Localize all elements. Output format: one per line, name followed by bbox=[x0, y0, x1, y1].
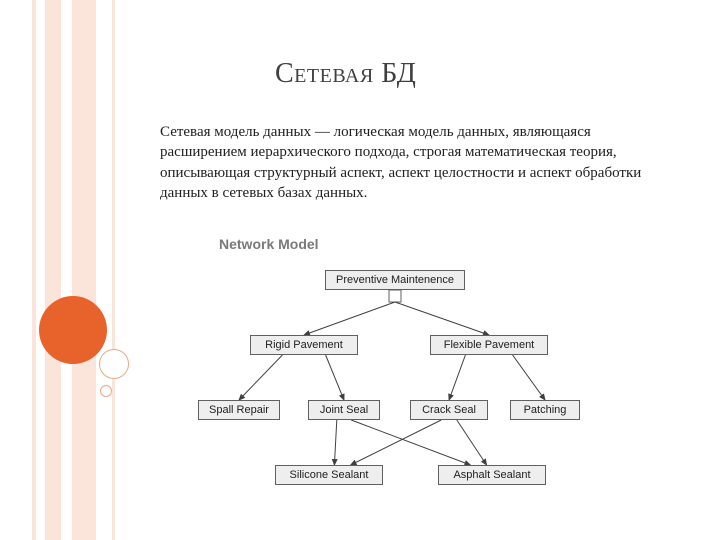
page-title: Сетевая БД bbox=[275, 58, 416, 90]
node-js: Joint Seal bbox=[308, 400, 380, 420]
diagram-title: Network Model bbox=[219, 236, 319, 252]
node-pm: Preventive Maintenence bbox=[325, 270, 465, 290]
node-ss: Silicone Sealant bbox=[275, 465, 383, 485]
node-fp: Flexible Pavement bbox=[430, 335, 548, 355]
deco-circle bbox=[39, 296, 107, 364]
bg-stripe bbox=[32, 0, 36, 540]
bg-stripe bbox=[72, 0, 96, 540]
deco-circle bbox=[100, 385, 112, 397]
node-cs: Crack Seal bbox=[410, 400, 488, 420]
bg-stripe bbox=[112, 0, 115, 540]
network-diagram: Preventive Maintenence Rigid Pavement Flex… bbox=[180, 260, 610, 520]
node-sr: Spall Repair bbox=[198, 400, 280, 420]
bg-stripe bbox=[45, 0, 61, 540]
node-pt: Patching bbox=[510, 400, 580, 420]
description-text: Сетевая модель данных — логическая модел… bbox=[160, 122, 660, 203]
node-as: Asphalt Sealant bbox=[438, 465, 546, 485]
node-rp: Rigid Pavement bbox=[250, 335, 358, 355]
deco-circle bbox=[99, 349, 129, 379]
